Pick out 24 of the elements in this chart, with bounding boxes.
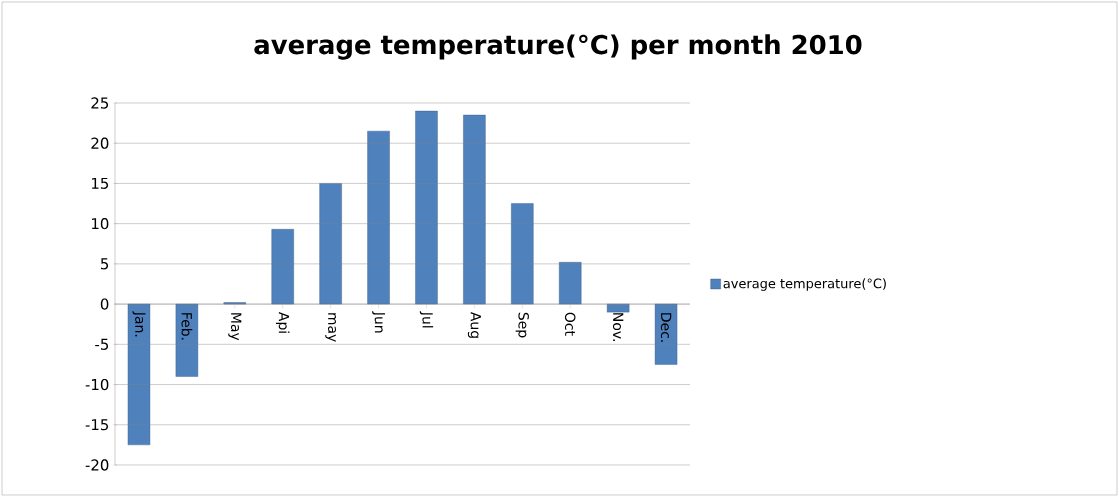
y-tick-label: 20 — [91, 137, 109, 149]
x-tick-label: Oct — [564, 312, 576, 336]
y-tick-label: -5 — [95, 338, 109, 350]
chart-title: average temperature(°C) per month 2010 — [254, 34, 862, 60]
y-tick-label: 15 — [91, 177, 109, 189]
x-tick-label: Jun — [372, 311, 386, 333]
y-tick-label: 0 — [100, 298, 109, 310]
legend-label: average temperature(°C) — [723, 278, 886, 291]
y-tick-label: -10 — [85, 378, 109, 391]
x-tick-label: Nov. — [612, 313, 624, 341]
x-tick-label: Aug — [467, 311, 481, 338]
y-tick-label: 25 — [91, 97, 109, 109]
x-tick-label: Sep — [515, 312, 529, 338]
y-tick-label: -20 — [85, 459, 109, 471]
y-tick-label: 10 — [91, 218, 109, 230]
x-tick-label: Jan. — [132, 311, 146, 337]
x-tick-label: Dec. — [660, 313, 672, 342]
y-tick-label: -15 — [85, 419, 109, 431]
x-tick-label: Api — [275, 311, 290, 333]
y-tick-label: 5 — [101, 258, 109, 270]
x-tick-label: Jul — [419, 311, 434, 328]
x-tick-label: May — [228, 313, 242, 341]
x-tick-label: may — [325, 313, 336, 342]
x-tick-label: Feb. — [181, 313, 193, 340]
